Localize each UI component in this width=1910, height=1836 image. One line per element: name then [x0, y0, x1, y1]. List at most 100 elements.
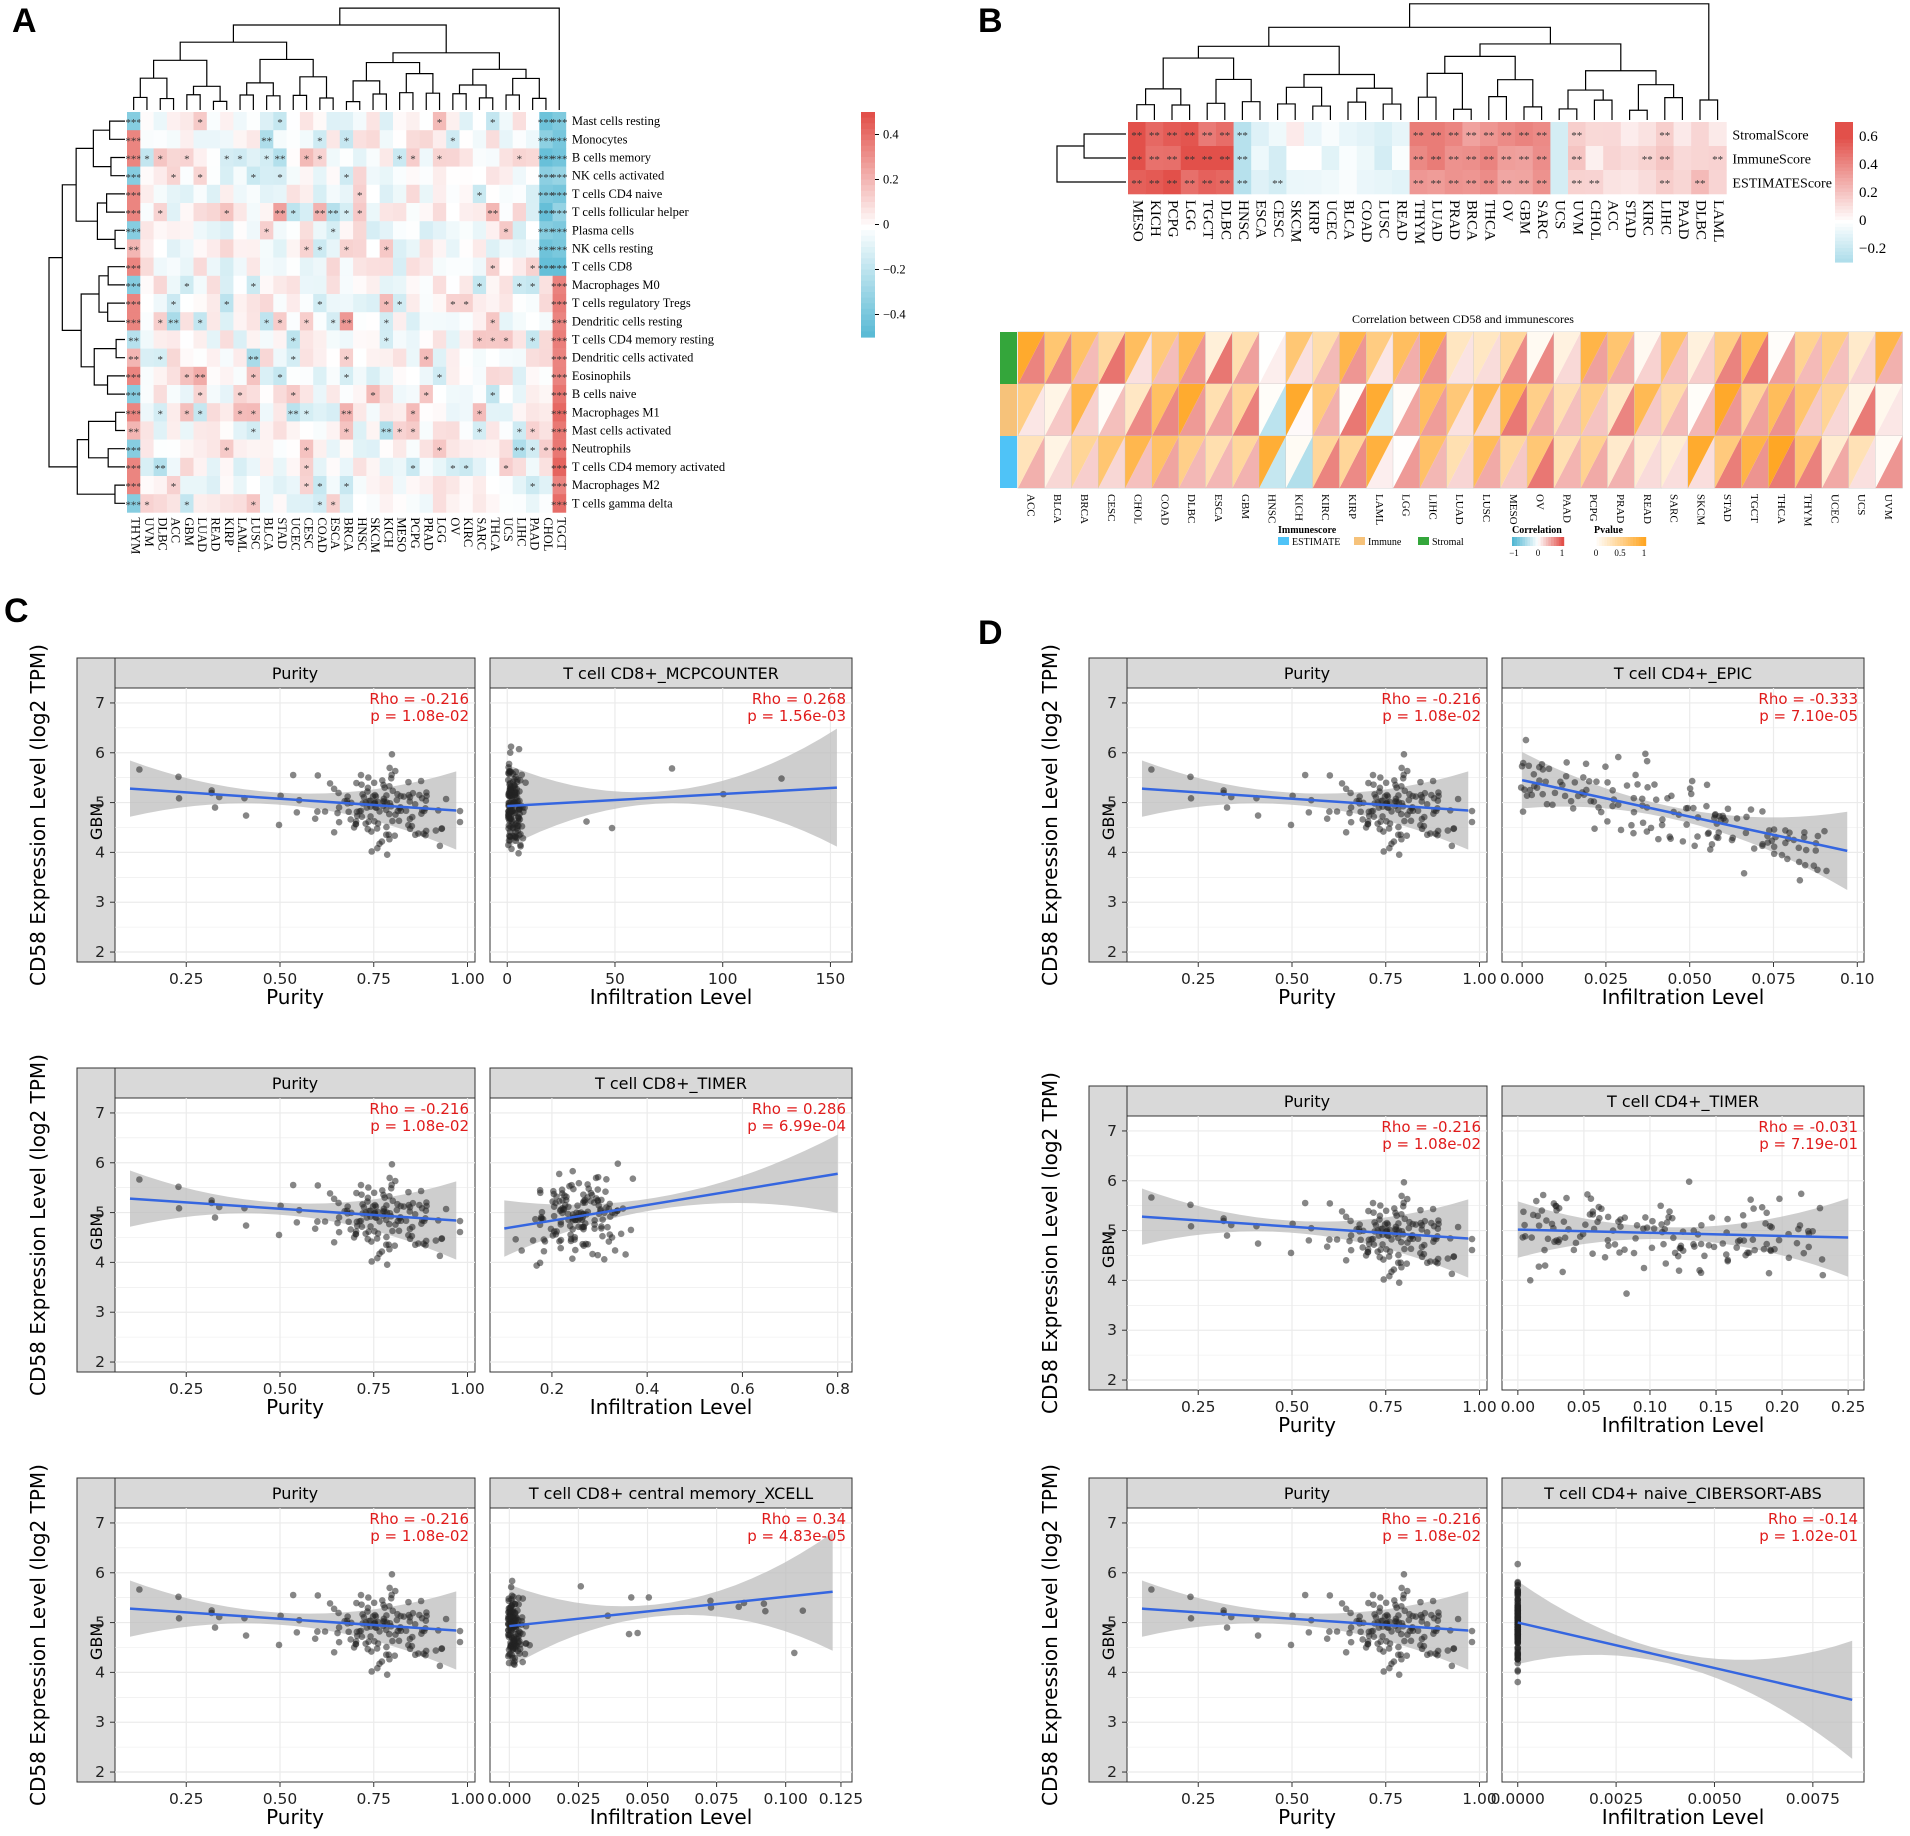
regression-line	[1141, 787, 1469, 812]
heatmap-b-cell	[1603, 122, 1622, 147]
x-tick-label: 0.025	[1584, 970, 1628, 988]
data-point	[275, 1231, 283, 1239]
data-point	[136, 1176, 143, 1183]
data-point	[1770, 850, 1778, 858]
data-point	[1386, 1226, 1394, 1234]
x-tick-label: 0.25	[169, 1790, 204, 1808]
heatmap-a-star: ***	[551, 463, 568, 475]
heatmap-a-cell	[273, 221, 287, 240]
heatmap-a-cell	[446, 439, 460, 459]
tri-grid-correlation-triangle	[1500, 384, 1528, 436]
heatmap-a-cell	[193, 348, 208, 368]
data-point	[380, 797, 387, 805]
data-point	[1423, 1621, 1431, 1628]
data-point	[356, 1218, 363, 1225]
heatmap-a-col-label: SKCM	[368, 517, 382, 552]
heatmap-a-cell	[432, 366, 447, 386]
heatmap-a-cell	[313, 221, 327, 240]
heatmap-a-cell	[233, 112, 247, 131]
data-point	[1356, 1221, 1363, 1228]
data-point	[1770, 843, 1778, 851]
x-tick-label: 0.50	[1275, 1398, 1310, 1416]
x-axis-title: Infiltration Level	[590, 985, 753, 1009]
heatmap-b-col-dendrogram	[1497, 79, 1534, 107]
heatmap-a-cell	[472, 439, 487, 459]
data-point	[1223, 804, 1231, 811]
data-point	[1716, 812, 1723, 820]
heatmap-a-col-label: OV	[448, 517, 462, 535]
data-point	[1647, 824, 1655, 832]
heatmap-a-star: *	[277, 172, 283, 184]
data-point	[572, 1246, 579, 1254]
heatmap-a-star: ***	[551, 208, 568, 220]
data-point	[1722, 1251, 1730, 1258]
heatmap-a-cell	[339, 112, 354, 131]
data-point	[357, 1591, 365, 1599]
heatmap-a-cell	[193, 148, 208, 167]
heatmap-a-cell	[393, 330, 407, 349]
tri-grid-pvalue-triangle	[1071, 436, 1099, 488]
data-point	[1805, 1243, 1813, 1251]
heatmap-a-cell	[353, 439, 367, 459]
heatmap-a-cell	[366, 312, 380, 331]
data-point	[778, 775, 785, 782]
heatmap-a-cell	[393, 203, 407, 222]
x-tick-label: 0.0075	[1786, 1790, 1840, 1808]
heatmap-a-cell	[140, 494, 154, 513]
data-point	[1357, 1628, 1364, 1636]
heatmap-b-star: **	[1167, 154, 1178, 166]
data-point	[365, 774, 372, 781]
data-point	[347, 1226, 354, 1233]
data-point	[589, 1250, 596, 1258]
x-tick-label: 0.100	[763, 1790, 807, 1808]
heatmap-a-legend-swatch	[861, 280, 875, 287]
heatmap-a-cell	[512, 476, 527, 495]
heatmap-a-cell	[512, 203, 527, 222]
data-point	[362, 1230, 369, 1237]
tri-grid-pvalue-triangle	[1580, 436, 1608, 488]
tri-grid-pvalue-triangle	[1205, 332, 1233, 384]
tri-legend-corr-swatch	[1551, 537, 1554, 546]
heatmap-a-cell	[379, 184, 394, 204]
heatmap-a-cell	[326, 184, 341, 204]
heatmap-a-star: *	[477, 427, 483, 439]
data-point	[1763, 1209, 1770, 1217]
heatmap-a-cell	[233, 476, 247, 495]
heatmap-a-cell	[206, 130, 221, 149]
heatmap-b-col-label: ACC	[1604, 200, 1620, 231]
data-point	[400, 793, 408, 800]
data-point	[1382, 1207, 1390, 1215]
data-point	[364, 1645, 372, 1653]
heatmap-a-cell	[446, 403, 460, 422]
tri-grid-correlation-triangle	[1714, 332, 1742, 384]
data-point	[540, 1247, 548, 1255]
data-point	[1187, 795, 1195, 802]
heatmap-a-cell	[166, 330, 181, 349]
heatmap-a-cell	[499, 166, 513, 186]
heatmap-b-legend-swatch	[1835, 244, 1853, 249]
heatmap-b-cell	[1409, 146, 1428, 171]
heatmap-a-cell	[486, 148, 500, 167]
data-point	[1305, 1629, 1313, 1636]
data-point	[1395, 1251, 1402, 1259]
heatmap-a-cell	[366, 239, 380, 258]
heatmap-b-star: **	[1219, 154, 1230, 166]
data-point	[522, 779, 529, 787]
data-point	[1347, 1246, 1355, 1254]
heatmap-a-cell	[220, 385, 234, 404]
heatmap-a-cell	[379, 148, 394, 167]
y-tick-label: 7	[95, 694, 105, 712]
data-point	[345, 1628, 352, 1636]
heatmap-b-legend-swatch	[1835, 132, 1853, 137]
x-tick-label: 0.50	[263, 1790, 298, 1808]
tri-grid-pvalue-triangle	[1688, 384, 1715, 436]
heatmap-a-cell	[260, 112, 274, 131]
data-point	[575, 1179, 583, 1187]
heatmap-a-row-label: NK cells activated	[572, 169, 665, 183]
data-point	[1686, 785, 1694, 792]
heatmap-a-cell	[339, 294, 354, 313]
heatmap-a-cell	[286, 439, 301, 459]
data-point	[515, 1601, 522, 1608]
y-axis-title: CD58 Expression Level (log2 TPM)	[1038, 1072, 1062, 1414]
x-tick-label: 0.00	[1501, 1398, 1536, 1416]
